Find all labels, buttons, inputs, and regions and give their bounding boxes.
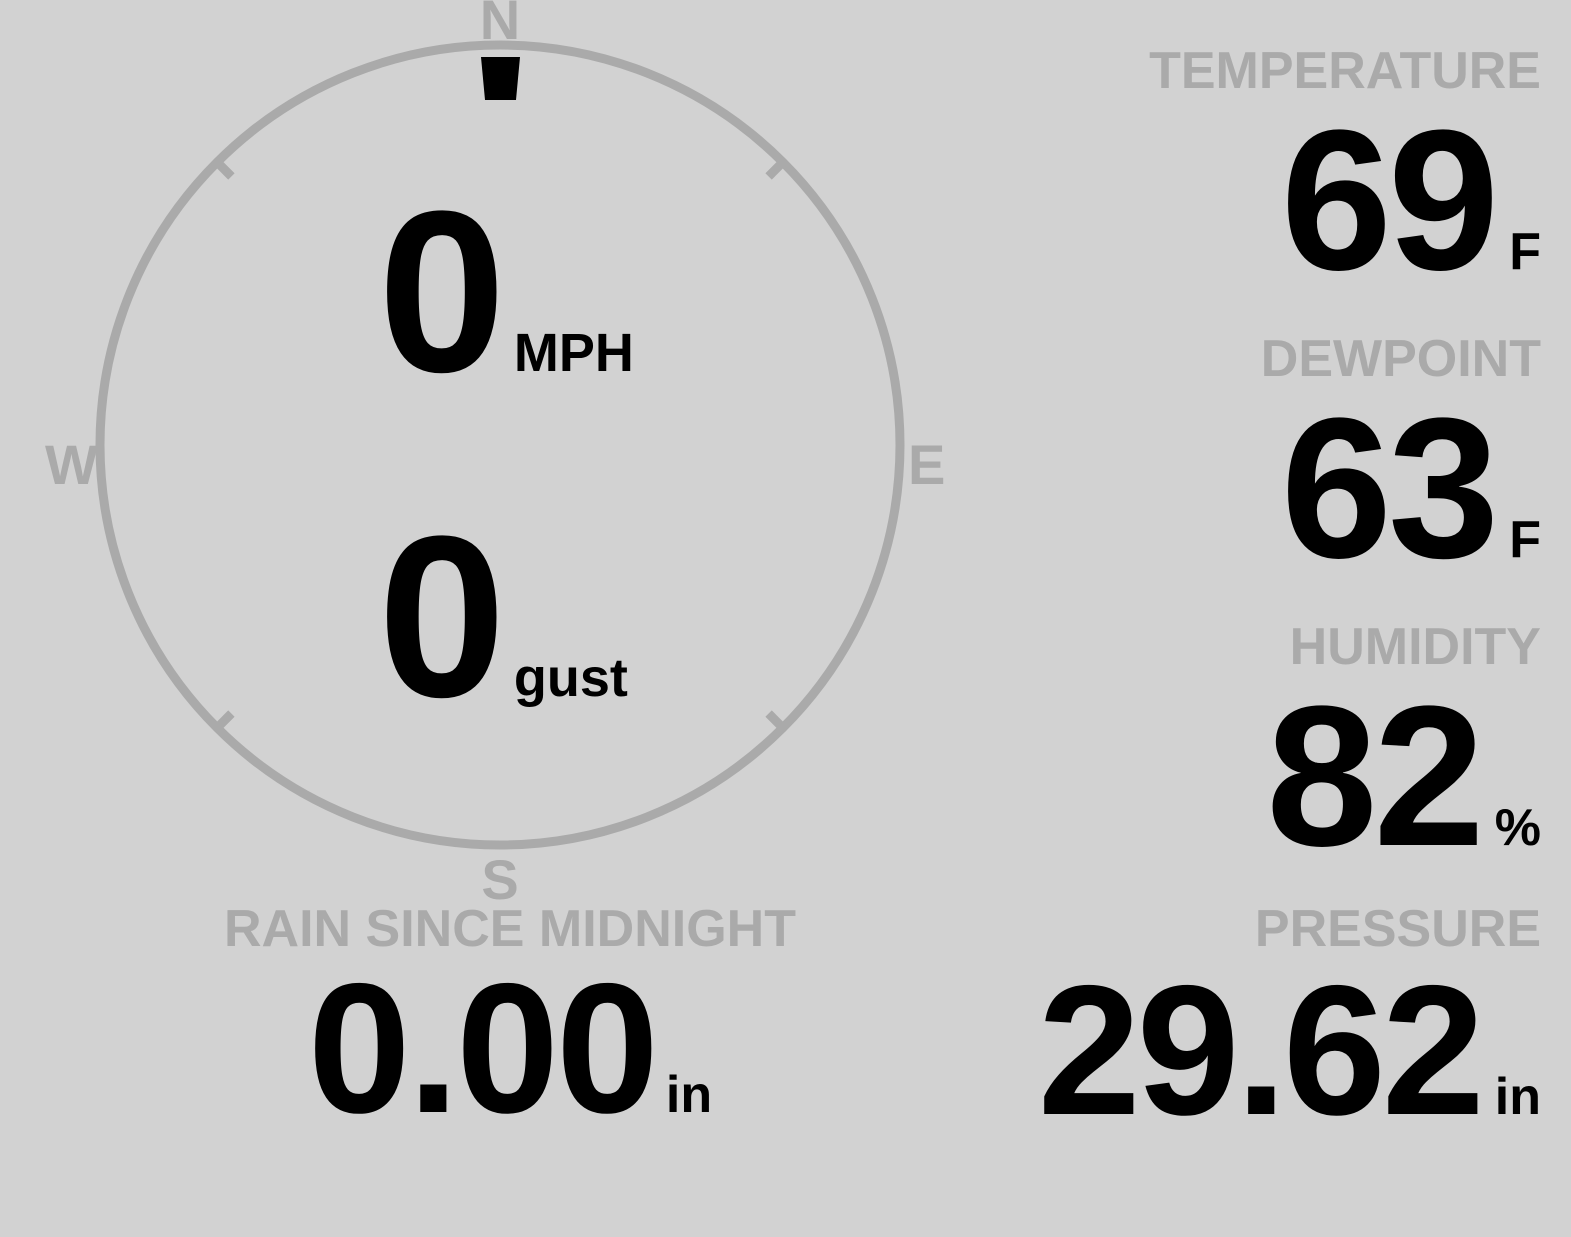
wind-gust-readout: 0 gust xyxy=(378,488,628,745)
metric-pressure: PRESSURE 29.62 in xyxy=(1038,902,1541,1145)
compass-label-east: E xyxy=(908,433,946,496)
compass-ring xyxy=(95,40,905,850)
humidity-title: HUMIDITY xyxy=(1289,618,1541,676)
wind-compass-panel: N E S W 0 MPH 0 gust xyxy=(0,0,1000,920)
compass-label-north: N xyxy=(479,0,521,51)
metric-humidity: HUMIDITY 82 % xyxy=(1266,620,1541,879)
metrics-column: TEMPERATURE 69 F DEWPOINT 63 F HUMIDITY … xyxy=(900,0,1571,1237)
temperature-value: 69 xyxy=(1280,88,1499,312)
wind-speed-readout: 0 MPH xyxy=(378,163,634,420)
dewpoint-value: 63 xyxy=(1280,376,1499,600)
wind-gust-unit: gust xyxy=(513,648,628,708)
humidity-unit: % xyxy=(1494,798,1541,857)
pressure-value-row: 29.62 in xyxy=(1037,947,1541,1154)
temperature-unit: F xyxy=(1509,222,1541,281)
wind-speed-value: 0 xyxy=(378,163,506,420)
wind-speed-unit: MPH xyxy=(513,323,634,383)
rain-since-midnight-panel: RAIN SINCE MIDNIGHT 0.00 in xyxy=(150,902,870,1142)
pressure-title: PRESSURE xyxy=(1254,900,1541,958)
compass-dial xyxy=(95,40,905,850)
compass-label-south: S xyxy=(481,848,519,911)
dewpoint-title: DEWPOINT xyxy=(1260,330,1541,388)
temperature-value-row: 69 F xyxy=(1149,88,1541,312)
compass-label-west: W xyxy=(45,433,98,496)
rain-value-row: 0.00 in xyxy=(150,945,870,1152)
wind-direction-icon xyxy=(481,57,520,100)
humidity-value-row: 82 % xyxy=(1266,664,1541,888)
temperature-title: TEMPERATURE xyxy=(1149,42,1541,100)
pressure-unit: in xyxy=(1494,1067,1541,1126)
rain-value: 0.00 xyxy=(307,945,659,1152)
metric-temperature: TEMPERATURE 69 F xyxy=(1149,44,1541,303)
rain-unit: in xyxy=(665,1065,713,1124)
pressure-value: 29.62 xyxy=(1037,947,1485,1154)
dewpoint-value-row: 63 F xyxy=(1261,376,1541,600)
rain-title: RAIN SINCE MIDNIGHT xyxy=(224,900,796,958)
dewpoint-unit: F xyxy=(1509,510,1541,569)
wind-gust-value: 0 xyxy=(378,488,506,745)
humidity-value: 82 xyxy=(1266,664,1484,888)
compass-ticks xyxy=(214,159,786,731)
metric-dewpoint: DEWPOINT 63 F xyxy=(1261,332,1541,591)
